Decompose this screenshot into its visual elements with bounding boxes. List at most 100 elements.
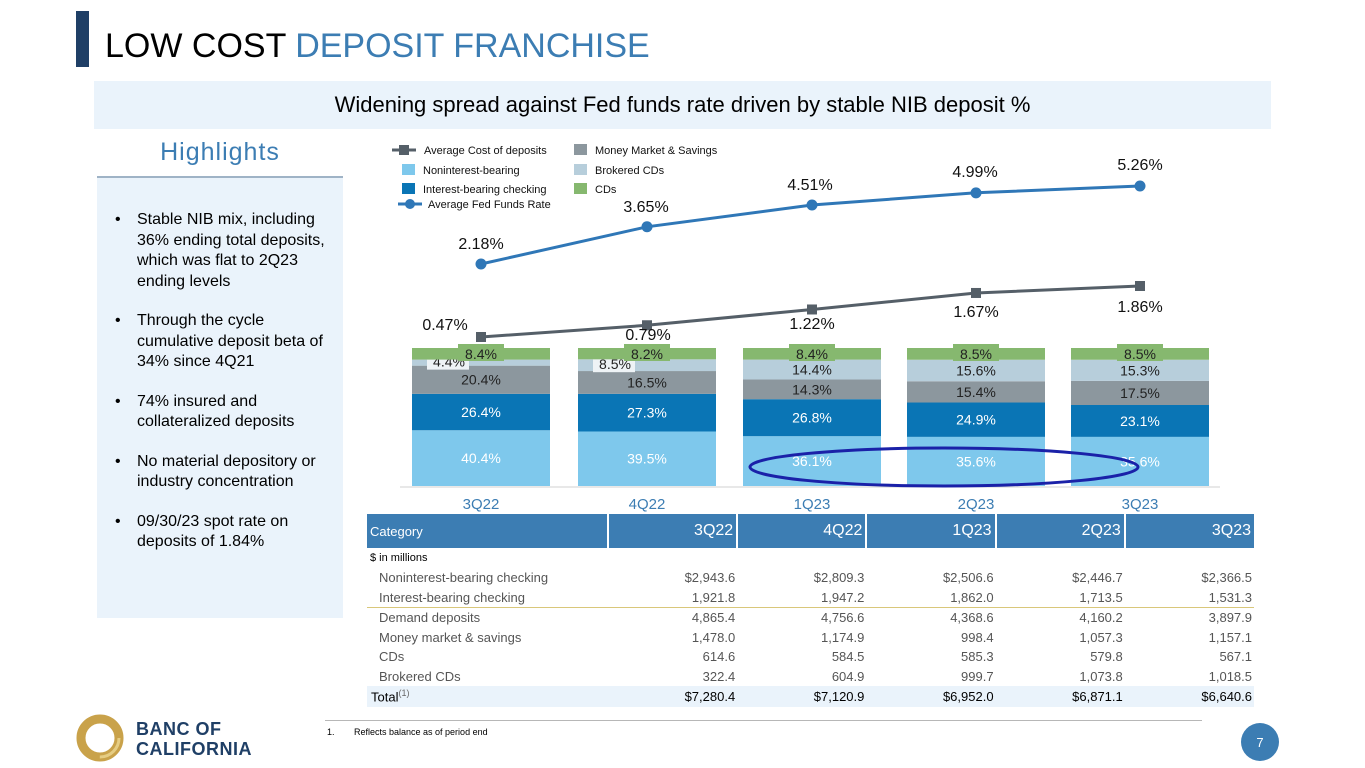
bar-segment xyxy=(907,381,1045,403)
bar-data-label: 24.9% xyxy=(956,412,996,428)
footnote-text: Reflects balance as of period end xyxy=(354,727,488,737)
bar-data-label: 39.5% xyxy=(627,451,667,467)
table-cell: 1,057.3 xyxy=(1079,629,1123,645)
footnote-number: 1. xyxy=(327,727,335,737)
bar-data-label: 35.6% xyxy=(1120,453,1160,469)
table-row-label: Brokered CDs xyxy=(379,668,461,684)
table-row: Money market & savings 1,478.0 1,174.9 998.… xyxy=(367,628,1254,648)
table-row: Interest-bearing checking 1,921.8 1,947.2 1… xyxy=(367,587,1254,608)
table-row: Brokered CDs 322.4 604.9 999.7 1,073.8 1,018.… xyxy=(367,667,1254,687)
table-header-row: Category 3Q22 4Q22 1Q23 2Q23 3Q23 xyxy=(367,514,1254,548)
table-cell: $2,506.6 xyxy=(942,570,994,586)
cost-marker xyxy=(807,304,817,315)
cost-data-label: 0.79% xyxy=(625,327,670,344)
highlight-item: No material depository or industry conce… xyxy=(115,452,325,493)
table-header-period: 3Q22 xyxy=(608,514,739,548)
bar-label-bg xyxy=(624,344,670,361)
table-header-category: Category xyxy=(367,514,609,548)
bar-segment xyxy=(743,399,881,437)
table-units-row: $ in millions xyxy=(367,548,1254,568)
table-cell: 3,897.9 xyxy=(1208,610,1252,626)
total-label-text: Total xyxy=(371,689,399,705)
bar-data-label: 26.8% xyxy=(792,410,832,426)
table-total-cell: $6,640.6 xyxy=(1124,686,1254,707)
table-cell: 585.3 xyxy=(961,649,994,665)
bar-segment xyxy=(412,359,550,366)
table-units-spacer xyxy=(866,548,997,568)
table-units-spacer xyxy=(1124,548,1254,568)
table-units-spacer xyxy=(995,548,1126,568)
bar-segment xyxy=(578,431,716,486)
legend-cost-marker xyxy=(399,145,409,155)
cost-marker xyxy=(476,332,486,342)
x-tick-label: 2Q23 xyxy=(958,496,995,513)
table-cell: 1,713.5 xyxy=(995,587,1125,608)
bar-data-label: 16.5% xyxy=(627,374,667,390)
table-row: CDs 614.6 584.5 585.3 579.8 567.1 xyxy=(367,647,1254,667)
table-row-label: Money market & savings xyxy=(379,629,522,645)
legend-mm-label: Money Market & Savings xyxy=(595,145,718,157)
bar-label-bg xyxy=(953,344,999,361)
table-header-period: 1Q23 xyxy=(866,514,997,548)
headline-text: Widening spread against Fed funds rate d… xyxy=(334,92,1031,117)
fed-data-label: 4.99% xyxy=(952,164,997,181)
total-footnote-ref: (1) xyxy=(398,688,410,699)
table-cell: $2,809.3 xyxy=(813,570,865,586)
table-cell: 579.8 xyxy=(1090,649,1123,665)
table-row: Noninterest-bearing checking $2,943.6 $2,8… xyxy=(367,568,1254,588)
legend-ibc-swatch xyxy=(402,183,415,194)
cost-marker xyxy=(971,287,981,298)
table-header-period: 4Q22 xyxy=(737,514,868,548)
logo-line2: CALIFORNIA xyxy=(136,739,252,759)
nib-highlight-ellipse xyxy=(748,446,1140,488)
table-total-row: Total(1) $7,280.4 $7,120.9 $6,952.0 $6,871.1… xyxy=(367,686,1254,707)
table-cell: $2,366.5 xyxy=(1201,570,1252,586)
table-cell: 4,368.6 xyxy=(950,610,994,626)
table-row-label: Interest-bearing checking xyxy=(367,587,608,608)
page-title: LOW COST DEPOSIT FRANCHISE xyxy=(105,26,650,66)
page-title-part2: DEPOSIT FRANCHISE xyxy=(295,27,650,65)
bar-data-label: 8.2% xyxy=(631,346,663,362)
title-accent-bar xyxy=(76,11,89,67)
table-cell: 4,756.6 xyxy=(821,610,865,626)
bar-segment xyxy=(412,430,550,486)
legend-mm-swatch xyxy=(574,144,587,155)
x-tick-label: 1Q23 xyxy=(794,496,831,513)
bar-data-label: 8.5% xyxy=(1124,346,1156,362)
table-cell: 604.9 xyxy=(831,668,865,684)
table-row-label: CDs xyxy=(379,649,405,665)
legend-ibc-label: Interest-bearing checking xyxy=(423,184,547,196)
table-total-cell: $7,120.9 xyxy=(737,686,867,707)
x-tick-label: 4Q22 xyxy=(629,496,666,513)
table-cell: 1,018.5 xyxy=(1208,668,1252,684)
deposit-mix-chart: 40.4%26.4%20.4%4.4% 8.4%3Q2239.5%27.3%16.… xyxy=(392,144,1220,513)
table-cell: 4,160.2 xyxy=(1079,610,1123,626)
table-cell: 1,174.9 xyxy=(821,629,865,645)
table-cell: 1,157.1 xyxy=(1208,629,1252,645)
bar-segment xyxy=(578,359,716,372)
table-cell: $2,943.6 xyxy=(684,570,736,586)
table-cell: 1,073.8 xyxy=(1079,668,1123,684)
table-cell: 4,865.4 xyxy=(691,610,736,626)
bar-segment xyxy=(743,436,881,486)
bar-segment xyxy=(907,436,1045,486)
cost-marker xyxy=(642,320,652,331)
table-cell: 1,921.8 xyxy=(608,587,738,608)
legend-brokered-label: Brokered CDs xyxy=(595,165,665,177)
table-cell: 584.5 xyxy=(831,649,865,665)
x-tick-label: 3Q22 xyxy=(463,496,500,513)
highlights-divider xyxy=(97,176,343,178)
page-number-badge: 7 xyxy=(1241,723,1279,761)
bar-data-label: 36.1% xyxy=(792,453,832,469)
page-title-part1: LOW COST xyxy=(105,27,286,65)
table-total-label: Total(1) xyxy=(367,686,608,707)
bar-label-bg xyxy=(458,344,504,361)
cost-data-label: 1.22% xyxy=(789,316,834,333)
legend-cds-swatch xyxy=(574,183,587,194)
table-cell: 999.7 xyxy=(961,668,994,684)
bar-data-label: 8.4% xyxy=(796,346,828,362)
table-row: Demand deposits 4,865.4 4,756.6 4,368.6 4,16… xyxy=(367,608,1254,628)
deposit-balances-table: Category 3Q22 4Q22 1Q23 2Q23 3Q23 $ in m… xyxy=(367,514,1254,707)
fed-data-label: 5.26% xyxy=(1117,157,1162,174)
bar-data-label: 26.4% xyxy=(461,404,501,420)
